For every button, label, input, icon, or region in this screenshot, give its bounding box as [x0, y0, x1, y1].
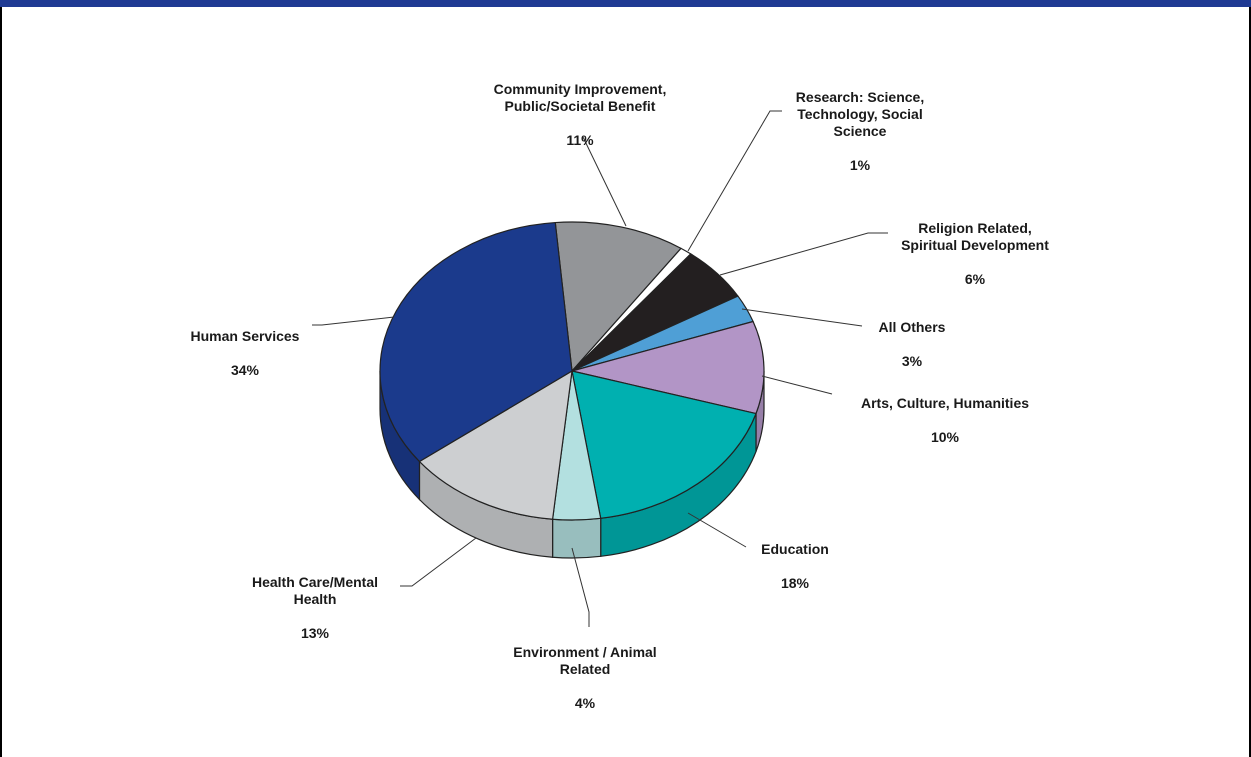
label-health-care-pct: 13%: [300, 625, 330, 641]
leader-line-research: [687, 110, 782, 252]
pie-slice-education: [571, 370, 757, 519]
label-health-care: Health Care/Mental Health 13%: [220, 557, 410, 642]
label-research: Research: Science, Technology, Social Sc…: [755, 72, 965, 174]
pie-slice-community-improvement: [554, 221, 682, 372]
label-education-name: Education: [761, 541, 829, 557]
chart-frame: [0, 7, 1251, 757]
label-community-improvement: Community Improvement, Public/Societal B…: [450, 64, 710, 149]
label-human-services-name: Human Services: [190, 328, 300, 344]
label-community-improvement-name: Community Improvement, Public/Societal B…: [493, 81, 667, 114]
leader-line-arts: [761, 375, 833, 395]
label-environment: Environment / Animal Related 4%: [475, 627, 695, 712]
label-human-services-pct: 34%: [230, 362, 260, 378]
label-arts-name: Arts, Culture, Humanities: [860, 395, 1030, 411]
label-research-name: Research: Science, Technology, Social Sc…: [795, 89, 925, 139]
leader-line-religion: [719, 232, 888, 276]
label-research-pct: 1%: [849, 157, 871, 173]
label-environment-name: Environment / Animal Related: [513, 644, 657, 677]
pie-slice-health-care: [418, 370, 573, 520]
pie-chart: [312, 110, 888, 627]
pie-slice-human-services: [379, 221, 573, 463]
label-community-improvement-pct: 11%: [566, 132, 594, 148]
label-health-care-name: Health Care/Mental Health: [251, 574, 379, 607]
label-religion-name: Religion Related, Spiritual Development: [901, 220, 1049, 253]
label-all-others-pct: 3%: [901, 353, 923, 369]
pie-side-environment: [551, 517, 602, 559]
leader-line-health-care: [400, 537, 477, 587]
label-arts-pct: 10%: [930, 429, 960, 445]
leader-line-community-improvement: [582, 136, 627, 227]
leader-line-human-services: [312, 316, 395, 326]
label-arts: Arts, Culture, Humanities 10%: [830, 378, 1060, 446]
label-all-others: All Others 3%: [852, 302, 972, 370]
label-all-others-name: All Others: [878, 319, 946, 335]
label-education-pct: 18%: [780, 575, 810, 591]
label-environment-pct: 4%: [574, 695, 596, 711]
leader-line-all-others: [741, 308, 863, 327]
pie-slice-arts: [571, 320, 765, 415]
label-human-services: Human Services 34%: [170, 311, 320, 379]
header-bar: [0, 0, 1251, 7]
leader-line-environment: [571, 547, 590, 627]
leader-line-education: [687, 512, 747, 548]
label-religion-pct: 6%: [964, 271, 986, 287]
label-education: Education 18%: [740, 524, 850, 592]
label-religion: Religion Related, Spiritual Development …: [870, 203, 1080, 288]
